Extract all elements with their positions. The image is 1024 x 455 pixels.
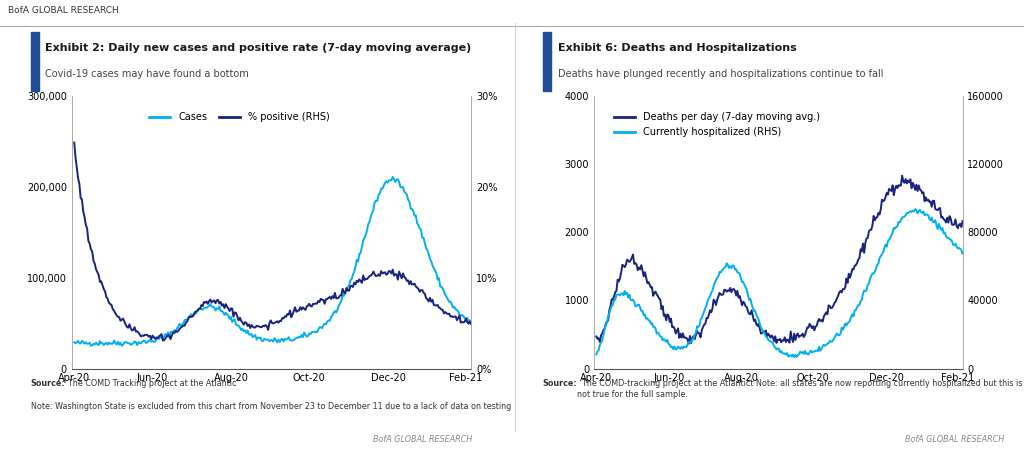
Text: Covid-19 cases may have found a bottom: Covid-19 cases may have found a bottom <box>45 70 249 80</box>
Legend: Cases, % positive (RHS): Cases, % positive (RHS) <box>145 109 334 126</box>
Text: Exhibit 2: Daily new cases and positive rate (7-day moving average): Exhibit 2: Daily new cases and positive … <box>45 43 471 53</box>
Text: Deaths have plunged recently and hospitalizations continue to fall: Deaths have plunged recently and hospita… <box>558 70 884 80</box>
Text: BofA GLOBAL RESEARCH: BofA GLOBAL RESEARCH <box>905 435 1005 444</box>
Text: Note: Washington State is excluded from this chart from November 23 to December : Note: Washington State is excluded from … <box>31 403 511 411</box>
Text: Source:: Source: <box>543 379 578 388</box>
Bar <box>31 32 39 91</box>
Legend: Deaths per day (7-day moving avg.), Currently hospitalized (RHS): Deaths per day (7-day moving avg.), Curr… <box>610 109 823 141</box>
Text: The COMD-tracking project at the Atlantict Note: all states are now reporting cu: The COMD-tracking project at the Atlanti… <box>577 379 1022 399</box>
Text: Source:: Source: <box>31 379 66 388</box>
Text: BofA GLOBAL RESEARCH: BofA GLOBAL RESEARCH <box>373 435 472 444</box>
Text: BofA GLOBAL RESEARCH: BofA GLOBAL RESEARCH <box>8 6 119 15</box>
Bar <box>543 32 551 91</box>
Text: Exhibit 6: Deaths and Hospitalizations: Exhibit 6: Deaths and Hospitalizations <box>558 43 797 53</box>
Text: The COMD Tracking project at the Atlantic: The COMD Tracking project at the Atlanti… <box>63 379 237 388</box>
